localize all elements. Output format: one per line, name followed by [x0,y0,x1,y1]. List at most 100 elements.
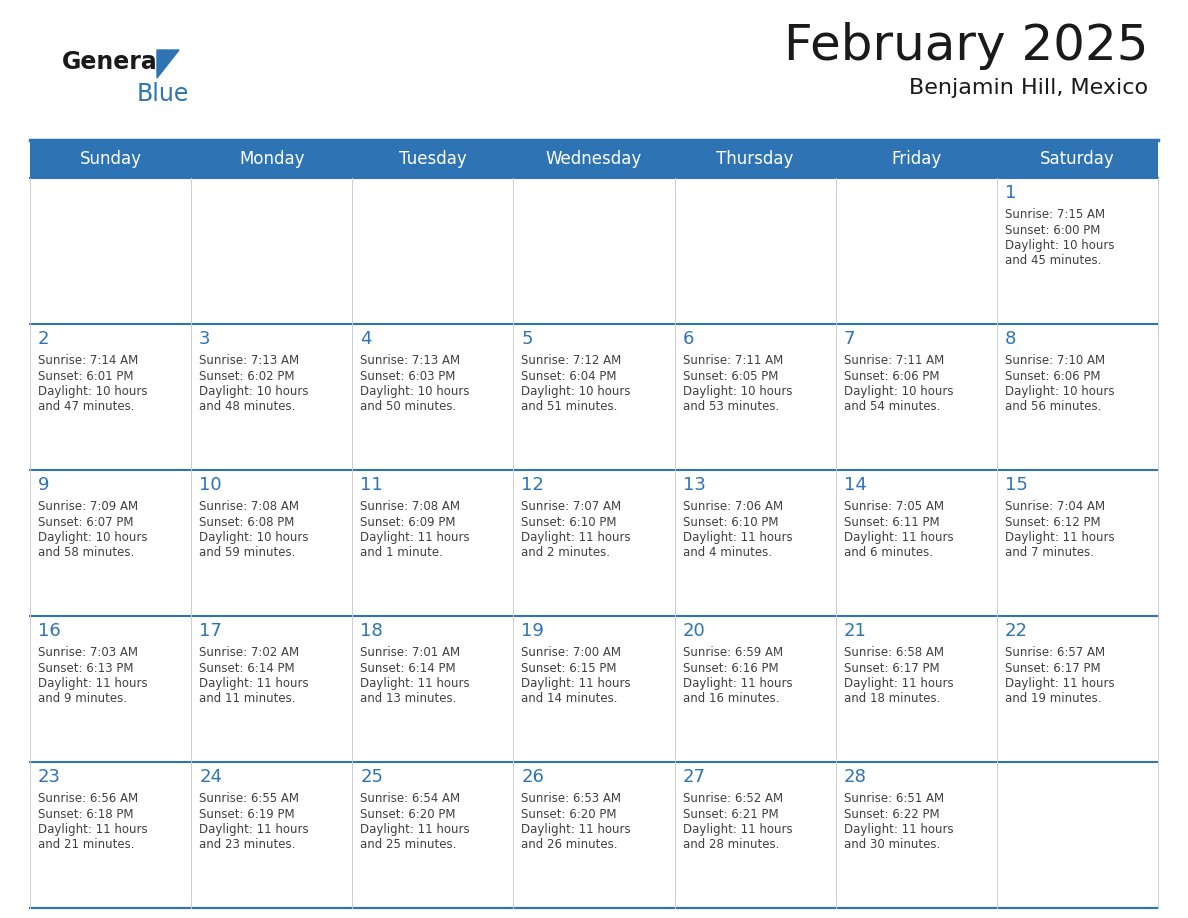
Text: Sunrise: 6:58 AM: Sunrise: 6:58 AM [843,646,943,659]
Text: and 13 minutes.: and 13 minutes. [360,692,456,706]
Text: 6: 6 [683,330,694,348]
Text: and 2 minutes.: and 2 minutes. [522,546,611,559]
Text: and 23 minutes.: and 23 minutes. [200,838,296,852]
Text: and 16 minutes.: and 16 minutes. [683,692,779,706]
Text: Daylight: 11 hours: Daylight: 11 hours [843,531,953,544]
Text: and 58 minutes.: and 58 minutes. [38,546,134,559]
Text: February 2025: February 2025 [784,22,1148,70]
Text: Sunset: 6:07 PM: Sunset: 6:07 PM [38,516,133,529]
Text: 11: 11 [360,476,383,494]
Text: Daylight: 11 hours: Daylight: 11 hours [1005,677,1114,690]
Text: Daylight: 11 hours: Daylight: 11 hours [1005,531,1114,544]
Text: Daylight: 10 hours: Daylight: 10 hours [38,531,147,544]
Text: Sunrise: 7:12 AM: Sunrise: 7:12 AM [522,354,621,367]
Text: Sunrise: 7:02 AM: Sunrise: 7:02 AM [200,646,299,659]
Text: and 18 minutes.: and 18 minutes. [843,692,940,706]
Bar [675,762,835,908]
Text: Sunset: 6:11 PM: Sunset: 6:11 PM [843,516,940,529]
Bar [513,178,675,324]
Text: Daylight: 11 hours: Daylight: 11 hours [843,677,953,690]
Text: Sunrise: 6:54 AM: Sunrise: 6:54 AM [360,792,461,805]
Text: 2: 2 [38,330,50,348]
Text: and 7 minutes.: and 7 minutes. [1005,546,1094,559]
Text: Sunset: 6:04 PM: Sunset: 6:04 PM [522,370,617,383]
Bar [835,616,997,762]
Text: Monday: Monday [239,150,304,168]
Bar [30,324,191,470]
Text: Sunset: 6:13 PM: Sunset: 6:13 PM [38,662,133,675]
Bar [30,178,191,324]
Text: and 45 minutes.: and 45 minutes. [1005,254,1101,267]
Text: and 1 minute.: and 1 minute. [360,546,443,559]
Text: Sunrise: 7:11 AM: Sunrise: 7:11 AM [843,354,944,367]
Text: and 25 minutes.: and 25 minutes. [360,838,456,852]
Text: 9: 9 [38,476,50,494]
Bar [997,178,1158,324]
Bar [30,762,191,908]
Text: Sunrise: 6:56 AM: Sunrise: 6:56 AM [38,792,138,805]
Bar [513,470,675,616]
Text: Sunrise: 7:04 AM: Sunrise: 7:04 AM [1005,500,1105,513]
Text: 20: 20 [683,622,706,640]
Text: 10: 10 [200,476,222,494]
Bar [835,470,997,616]
Text: Sunrise: 6:55 AM: Sunrise: 6:55 AM [200,792,299,805]
Bar [675,140,835,178]
Text: Benjamin Hill, Mexico: Benjamin Hill, Mexico [909,78,1148,98]
Text: Sunset: 6:14 PM: Sunset: 6:14 PM [200,662,295,675]
Bar [675,470,835,616]
Text: and 21 minutes.: and 21 minutes. [38,838,134,852]
Text: Sunrise: 7:13 AM: Sunrise: 7:13 AM [200,354,299,367]
Text: Sunrise: 7:03 AM: Sunrise: 7:03 AM [38,646,138,659]
Text: Sunset: 6:00 PM: Sunset: 6:00 PM [1005,223,1100,237]
Text: Daylight: 10 hours: Daylight: 10 hours [1005,385,1114,398]
Bar [191,140,353,178]
Text: Sunrise: 6:57 AM: Sunrise: 6:57 AM [1005,646,1105,659]
Text: Sunset: 6:17 PM: Sunset: 6:17 PM [1005,662,1100,675]
Text: 8: 8 [1005,330,1016,348]
Text: Sunset: 6:06 PM: Sunset: 6:06 PM [843,370,940,383]
Text: 24: 24 [200,768,222,786]
Text: 17: 17 [200,622,222,640]
Bar [353,178,513,324]
Text: Daylight: 10 hours: Daylight: 10 hours [360,385,469,398]
Bar [835,324,997,470]
Bar [997,140,1158,178]
Text: Sunrise: 6:51 AM: Sunrise: 6:51 AM [843,792,943,805]
Text: Saturday: Saturday [1040,150,1114,168]
Text: Sunset: 6:16 PM: Sunset: 6:16 PM [683,662,778,675]
Bar [997,616,1158,762]
Bar [997,324,1158,470]
Text: 1: 1 [1005,184,1016,202]
Text: Sunset: 6:15 PM: Sunset: 6:15 PM [522,662,617,675]
Bar [30,616,191,762]
Text: Sunset: 6:08 PM: Sunset: 6:08 PM [200,516,295,529]
Text: Daylight: 11 hours: Daylight: 11 hours [38,823,147,836]
Text: Sunrise: 7:05 AM: Sunrise: 7:05 AM [843,500,943,513]
Text: Sunrise: 7:07 AM: Sunrise: 7:07 AM [522,500,621,513]
Text: 18: 18 [360,622,383,640]
Bar [675,616,835,762]
Bar [30,470,191,616]
Text: Daylight: 10 hours: Daylight: 10 hours [200,385,309,398]
Text: Sunset: 6:01 PM: Sunset: 6:01 PM [38,370,133,383]
Text: Sunset: 6:18 PM: Sunset: 6:18 PM [38,808,133,821]
Text: Daylight: 11 hours: Daylight: 11 hours [200,677,309,690]
Text: and 50 minutes.: and 50 minutes. [360,400,456,413]
Text: and 19 minutes.: and 19 minutes. [1005,692,1101,706]
Bar [353,762,513,908]
Bar [675,324,835,470]
Text: Thursday: Thursday [716,150,794,168]
Text: Sunrise: 7:08 AM: Sunrise: 7:08 AM [200,500,299,513]
Text: Sunrise: 6:53 AM: Sunrise: 6:53 AM [522,792,621,805]
Bar [513,140,675,178]
Text: 23: 23 [38,768,61,786]
Text: 15: 15 [1005,476,1028,494]
Bar [191,324,353,470]
Text: Daylight: 10 hours: Daylight: 10 hours [522,385,631,398]
Bar [997,762,1158,908]
Text: Daylight: 11 hours: Daylight: 11 hours [200,823,309,836]
Text: and 30 minutes.: and 30 minutes. [843,838,940,852]
Text: 4: 4 [360,330,372,348]
Text: 7: 7 [843,330,855,348]
